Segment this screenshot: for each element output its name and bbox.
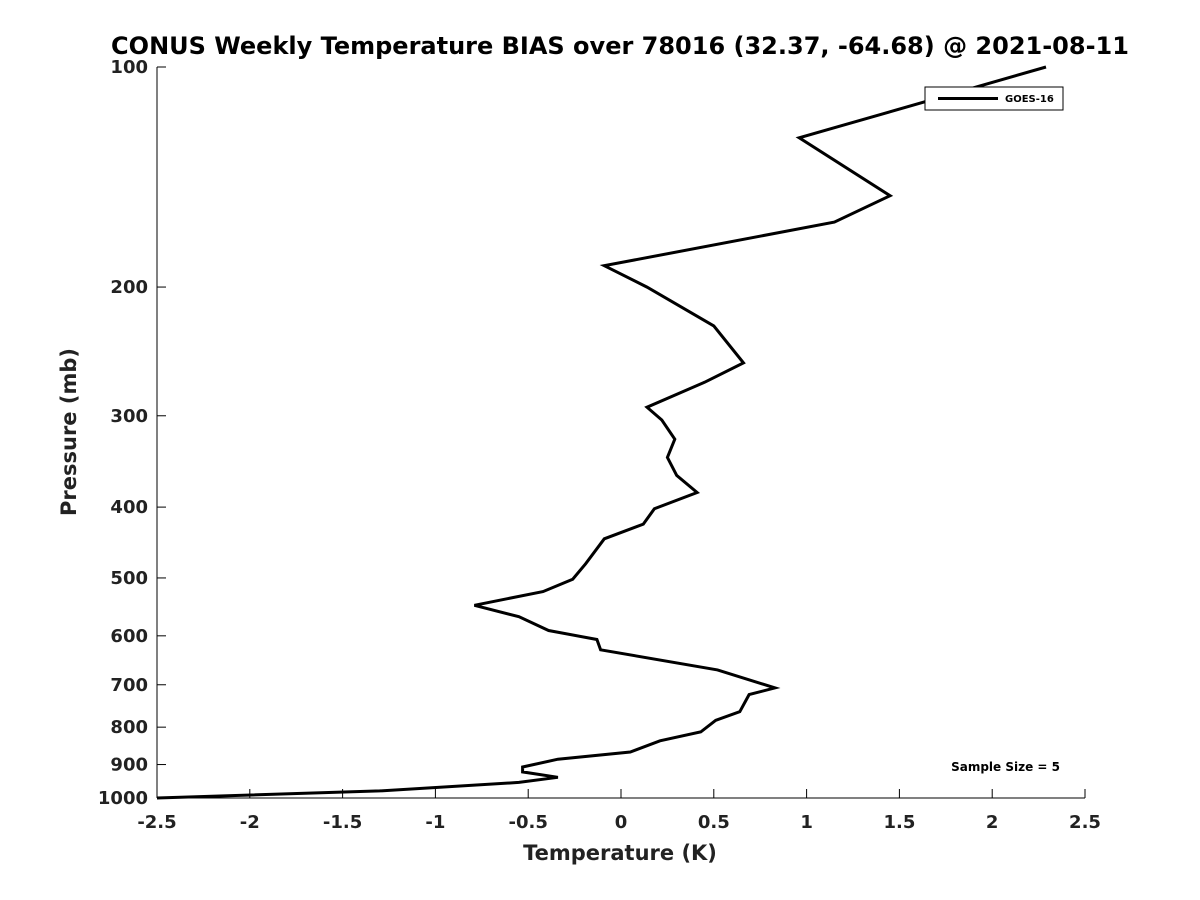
y-tick-label: 800: [110, 717, 148, 738]
sample-size-annotation: Sample Size = 5: [951, 760, 1060, 774]
y-tick-label: 700: [110, 675, 148, 696]
x-tick-label: -2.5: [137, 812, 176, 833]
x-tick-label: -0.5: [509, 812, 548, 833]
x-tick-label: 1.5: [883, 812, 915, 833]
x-tick-label: -1.5: [323, 812, 362, 833]
x-tick-label: 1: [800, 812, 813, 833]
y-tick-label: 400: [110, 497, 148, 518]
y-tick-label: 300: [110, 406, 148, 427]
y-tick-label: 1000: [98, 788, 148, 809]
legend-entry-goes-16: GOES-16: [1005, 94, 1054, 105]
y-tick-label: 900: [110, 755, 148, 776]
chart-title: CONUS Weekly Temperature BIAS over 78016…: [111, 32, 1129, 60]
x-tick-label: 0.5: [698, 812, 730, 833]
x-tick-label: -2: [240, 812, 260, 833]
x-tick-label: 2.5: [1069, 812, 1101, 833]
x-axis-label: Temperature (K): [523, 841, 717, 865]
y-tick-label: 200: [110, 277, 148, 298]
x-tick-label: 2: [986, 812, 999, 833]
x-tick-label: 0: [615, 812, 628, 833]
y-tick-label: 100: [110, 57, 148, 78]
y-tick-label: 600: [110, 626, 148, 647]
plot-area: -2.5 -2 -1.5 -1 -0.5 0 0.5 1 1.5 2 2.5 100 200 300 400…: [98, 57, 1101, 833]
series-line-goes-16: [156, 65, 1047, 800]
legend: GOES-16: [924, 86, 1064, 111]
y-tick-label: 500: [110, 568, 148, 589]
y-axis-label: Pressure (mb): [57, 348, 81, 516]
x-tick-label: -1: [425, 812, 445, 833]
